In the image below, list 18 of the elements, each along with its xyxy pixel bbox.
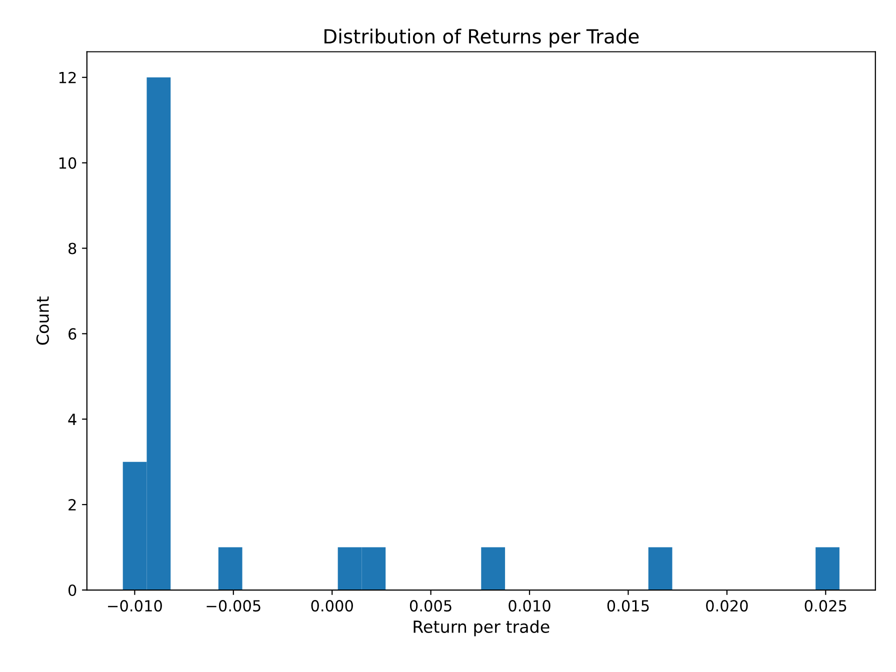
- x-tick-label: 0.020: [706, 600, 748, 612]
- y-tick-label: 4: [68, 414, 76, 425]
- y-tick-label: 10: [59, 157, 76, 169]
- x-tick-label: 0.025: [804, 600, 846, 612]
- chart-title: Distribution of Returns per Trade: [324, 28, 639, 48]
- y-tick-label: 2: [68, 499, 76, 510]
- y-tick-label: 12: [59, 72, 76, 84]
- y-tick-label: 8: [68, 242, 76, 254]
- y-axis-title: Count: [36, 296, 49, 345]
- x-tick-label: 0.000: [311, 600, 353, 612]
- x-tick-label: 0.005: [410, 600, 452, 612]
- x-tick-label: −0.010: [108, 600, 162, 612]
- x-axis-title: Return per trade: [414, 620, 550, 636]
- x-tick-label: 0.015: [607, 600, 649, 612]
- x-tick-label: 0.010: [508, 600, 550, 612]
- y-tick-label: 6: [68, 328, 76, 340]
- x-tick-label: −0.005: [206, 600, 260, 612]
- y-tick-label: 0: [68, 584, 76, 596]
